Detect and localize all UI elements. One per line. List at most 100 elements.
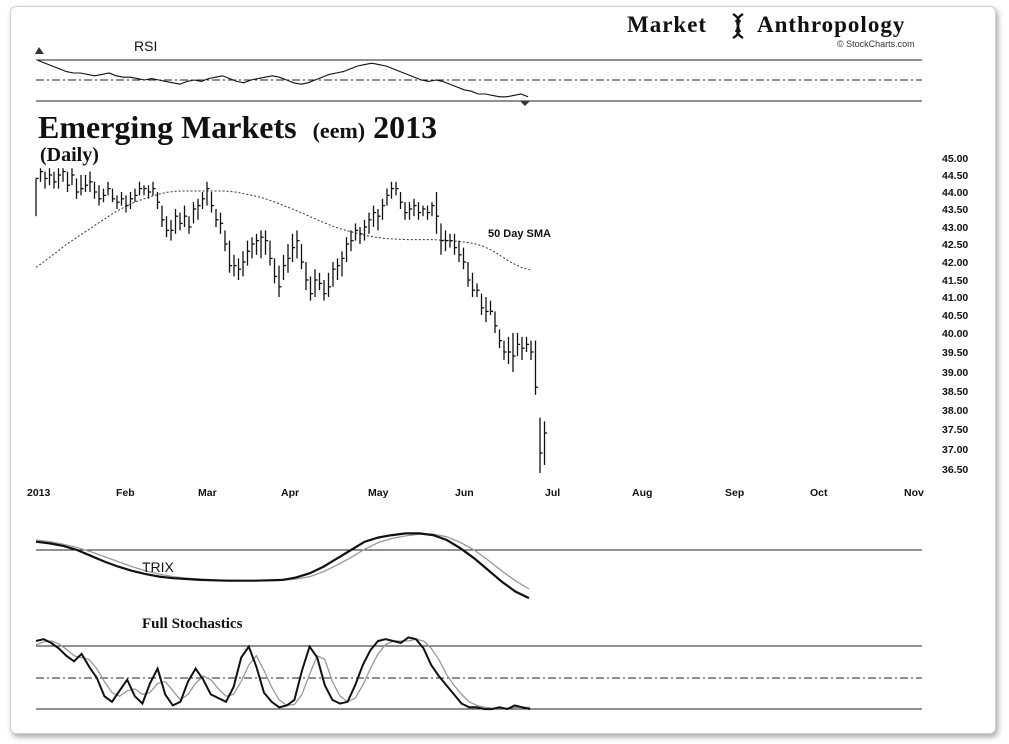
price-bar <box>80 175 84 196</box>
price-bar <box>255 233 260 255</box>
price-bar <box>359 227 363 244</box>
price-bar <box>503 340 507 360</box>
brand-left-word: Market <box>627 12 707 37</box>
price-bar <box>219 212 224 234</box>
chart-title-main: Emerging Markets <box>38 109 297 145</box>
price-bar <box>471 272 476 297</box>
price-bar <box>305 262 309 291</box>
price-bar <box>210 192 215 213</box>
price-bar <box>39 168 44 182</box>
x-tick-label: Mar <box>198 487 217 499</box>
price-bar <box>71 168 75 186</box>
price-bar <box>444 230 449 252</box>
price-bar <box>174 209 179 234</box>
price-bar <box>35 177 39 217</box>
price-bar <box>363 219 368 241</box>
price-bar <box>260 230 264 259</box>
y-tick-label: 43.00 <box>942 222 968 234</box>
dna-icon <box>732 12 744 40</box>
price-bar <box>435 192 440 234</box>
price-bar <box>345 237 350 262</box>
y-tick-label: 44.00 <box>942 187 968 199</box>
price-bar <box>386 188 390 206</box>
price-bar <box>156 192 161 209</box>
price-bar <box>201 192 206 209</box>
price-bar <box>89 171 93 192</box>
price-bar <box>120 192 125 206</box>
brand-right-word: Anthropology <box>757 12 905 37</box>
price-bar <box>332 262 336 287</box>
price-bar <box>66 171 71 192</box>
price-bar <box>341 251 345 277</box>
price-bar <box>134 188 138 203</box>
price-bar <box>516 333 521 356</box>
price-bar <box>404 202 408 220</box>
price-bar <box>62 168 66 182</box>
price-bar <box>422 205 426 217</box>
price-bar <box>215 209 219 227</box>
price-bar <box>485 297 489 323</box>
price-bar <box>48 168 53 186</box>
price-bar <box>161 205 165 227</box>
sma-label: 50 Day SMA <box>488 228 551 240</box>
y-tick-label: 44.50 <box>942 170 968 182</box>
y-tick-label: 41.50 <box>942 275 968 287</box>
price-bar <box>242 251 246 277</box>
price-bar <box>291 233 296 262</box>
rsi-end-marker <box>520 101 530 106</box>
price-bar <box>75 178 80 199</box>
price-bar <box>507 336 512 364</box>
price-bar <box>107 181 111 196</box>
price-bar <box>543 421 548 465</box>
price-bar <box>269 240 273 266</box>
price-bar <box>318 272 323 291</box>
stoch-k-line <box>35 636 531 711</box>
price-bar <box>111 188 116 203</box>
rsi-line <box>37 59 529 98</box>
price-bar <box>408 202 413 220</box>
price-bar <box>489 300 494 315</box>
y-tick-label: 36.50 <box>942 464 968 476</box>
price-bar <box>449 233 453 248</box>
trix-panel: TRIX <box>35 532 922 600</box>
y-tick-label: 37.00 <box>942 444 968 456</box>
price-panel: 50 Day SMA 45.00 44.50 44.00 43.50 43.00 42.5… <box>27 153 968 499</box>
price-bar <box>399 192 404 209</box>
x-axis-labels: 2013 Feb Mar Apr May Jun Jul Aug Sep Oct Nov <box>27 487 924 499</box>
y-tick-label: 45.00 <box>942 153 968 165</box>
x-tick-label: Oct <box>810 487 828 499</box>
price-bar <box>273 258 278 284</box>
price-bar <box>323 280 327 301</box>
price-bar <box>368 212 372 234</box>
price-bar <box>381 198 386 220</box>
price-bar <box>462 247 467 270</box>
price-bar <box>336 258 341 280</box>
chart-subtitle: (Daily) <box>40 144 99 166</box>
price-bar <box>237 258 242 280</box>
price-bar <box>426 205 431 220</box>
price-bar <box>539 417 543 473</box>
stochastics-label: Full Stochastics <box>142 616 243 632</box>
x-tick-label: Sep <box>725 487 744 499</box>
price-bar <box>53 171 57 189</box>
price-bar <box>498 329 503 349</box>
chart-title-year: 2013 <box>373 109 437 145</box>
y-tick-label: 39.00 <box>942 367 968 379</box>
price-bar <box>512 333 516 372</box>
price-bar <box>395 181 399 196</box>
x-tick-label: Apr <box>281 487 299 499</box>
y-tick-label: 40.50 <box>942 310 968 322</box>
chart-title-ticker: (eem) <box>313 118 366 143</box>
y-tick-label: 39.50 <box>942 347 968 359</box>
price-bar <box>93 181 98 199</box>
price-bar <box>57 168 62 189</box>
price-bar <box>494 311 498 333</box>
stoch-d-line <box>35 638 530 709</box>
chart-card <box>10 6 996 734</box>
price-bar <box>224 230 228 252</box>
y-tick-label: 42.00 <box>942 257 968 269</box>
price-bar <box>417 202 422 220</box>
price-bar <box>192 202 197 224</box>
price-bar <box>170 219 174 241</box>
